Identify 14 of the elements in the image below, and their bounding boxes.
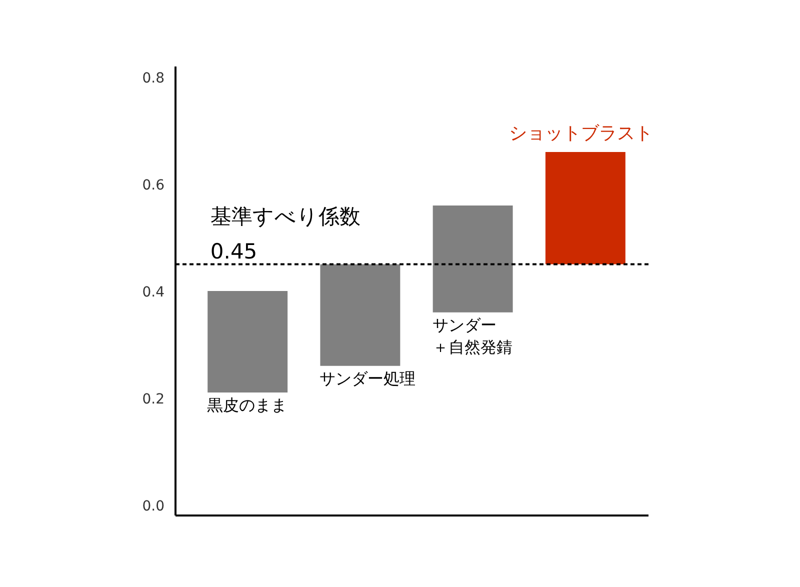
- x-tick-label: サンダー＋自然発錆: [432, 315, 512, 356]
- bar: [320, 264, 400, 366]
- x-tick-label: サンダー処理: [320, 368, 416, 388]
- bar: [208, 291, 288, 393]
- y-tick-label: 0.2: [142, 391, 164, 408]
- y-tick-label: 0.4: [142, 284, 165, 300]
- x-tick-label: ショットブラスト: [508, 123, 653, 144]
- x-tick-label: 黒皮のまま: [207, 396, 288, 415]
- y-tick-label: 0.6: [142, 178, 165, 194]
- y-tick-label: 0.0: [142, 498, 164, 514]
- ref-line-label: 基準すべり係数 0.45: [210, 204, 360, 264]
- bar: [432, 205, 513, 312]
- bar: [545, 152, 626, 264]
- y-tick-label: 0.8: [142, 70, 164, 87]
